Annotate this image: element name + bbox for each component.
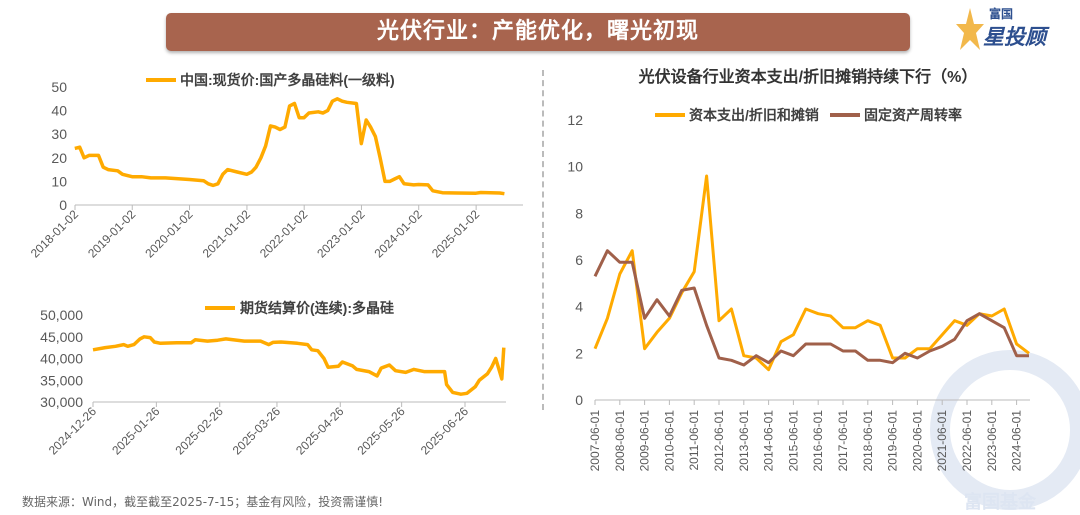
x-tick-label: 2018-01-02 xyxy=(28,207,82,261)
x-tick-label: 2019-06-01 xyxy=(886,410,900,472)
y-tick-label: 10 xyxy=(567,159,583,175)
x-tick-label: 2023-01-02 xyxy=(314,207,368,261)
y-tick-label: 4 xyxy=(575,299,583,315)
x-tick-label: 2021-01-02 xyxy=(200,207,254,261)
y-tick-label: 30,000 xyxy=(40,394,83,410)
y-tick-label: 2 xyxy=(575,345,583,361)
x-tick-label: 2025-04-26 xyxy=(293,404,347,458)
chart-title: 光伏设备行业资本支出/折旧摊销持续下行（%） xyxy=(638,67,978,86)
logo-line1: 富国 xyxy=(989,7,1014,21)
x-tick-label: 2024-12-26 xyxy=(46,404,100,458)
x-tick-label: 2014-06-01 xyxy=(762,410,776,472)
watermark-logo-icon xyxy=(930,350,1080,510)
series-line-asset-turnover xyxy=(593,249,1029,367)
y-tick-label: 12 xyxy=(567,112,583,128)
y-tick-label: 10 xyxy=(51,173,67,189)
logo-line2: 星投顾 xyxy=(983,25,1046,49)
x-tick-label: 2019-01-02 xyxy=(85,207,139,261)
y-tick-label: 6 xyxy=(575,252,583,268)
x-tick-label: 2011-06-01 xyxy=(687,410,701,471)
x-tick-label: 2024-01-02 xyxy=(372,207,426,261)
x-tick-label: 2025-06-26 xyxy=(418,404,472,458)
legend-label: 期货结算价(连续):多晶硅 xyxy=(240,300,394,316)
banner-title: 光伏行业：产能优化，曙光初现 xyxy=(166,13,910,51)
x-tick-label: 2025-03-26 xyxy=(230,404,284,458)
divider xyxy=(542,70,544,410)
x-tick-label: 2023-06-01 xyxy=(985,410,999,472)
y-tick-label: 45,000 xyxy=(40,329,83,345)
brand-logo: 富国 星投顾 xyxy=(955,4,1055,56)
y-tick-label: 50 xyxy=(51,79,67,95)
x-tick-label: 2017-06-01 xyxy=(836,410,850,472)
x-tick-label: 2021-06-01 xyxy=(935,410,949,472)
legend-label: 固定资产周转率 xyxy=(864,107,962,123)
y-tick-label: 30 xyxy=(51,126,67,142)
series-line-capex-ratio xyxy=(593,174,1030,372)
x-tick-label: 2025-05-26 xyxy=(354,404,408,458)
y-tick-label: 35,000 xyxy=(40,372,83,388)
x-tick-label: 2008-06-01 xyxy=(613,410,627,472)
series-line-futures-price xyxy=(92,335,506,396)
x-tick-label: 2015-06-01 xyxy=(786,410,800,472)
y-tick-label: 8 xyxy=(575,205,583,221)
x-tick-label: 2020-06-01 xyxy=(910,410,924,472)
y-tick-label: 40 xyxy=(51,103,67,119)
source-note: 数据来源：Wind，截至截至2025-7-15；基金有风险，投资需谨慎! xyxy=(22,495,384,509)
x-tick-label: 2012-06-01 xyxy=(712,410,726,472)
x-tick-label: 2022-06-01 xyxy=(960,410,974,472)
watermark-text: 富国基金 xyxy=(964,491,1037,512)
y-tick-label: 20 xyxy=(51,150,67,166)
x-tick-label: 2009-06-01 xyxy=(638,410,652,472)
y-tick-label: 40,000 xyxy=(40,351,83,367)
x-tick-label: 2018-06-01 xyxy=(861,410,875,472)
x-tick-label: 2025-01-26 xyxy=(109,404,163,458)
star-icon xyxy=(956,8,984,50)
x-tick-label: 2020-01-02 xyxy=(142,207,196,261)
x-tick-label: 2022-01-02 xyxy=(257,207,311,261)
legend-label: 中国:现货价:国产多晶硅料(一级料) xyxy=(180,72,395,88)
legend-label: 资本支出/折旧和摊销 xyxy=(689,107,819,123)
y-tick-label: 50,000 xyxy=(40,307,83,323)
x-tick-label: 2010-06-01 xyxy=(662,410,676,472)
x-tick-label: 2013-06-01 xyxy=(737,410,751,472)
x-tick-label: 2025-02-26 xyxy=(173,404,227,458)
x-tick-label: 2025-01-02 xyxy=(429,207,483,261)
y-tick-label: 0 xyxy=(59,197,67,213)
x-tick-label: 2016-06-01 xyxy=(811,410,825,472)
series-line-spot-price xyxy=(74,97,505,196)
x-tick-label: 2024-06-01 xyxy=(1010,410,1024,472)
x-tick-label: 2007-06-01 xyxy=(588,410,602,472)
y-tick-label: 0 xyxy=(575,392,583,408)
